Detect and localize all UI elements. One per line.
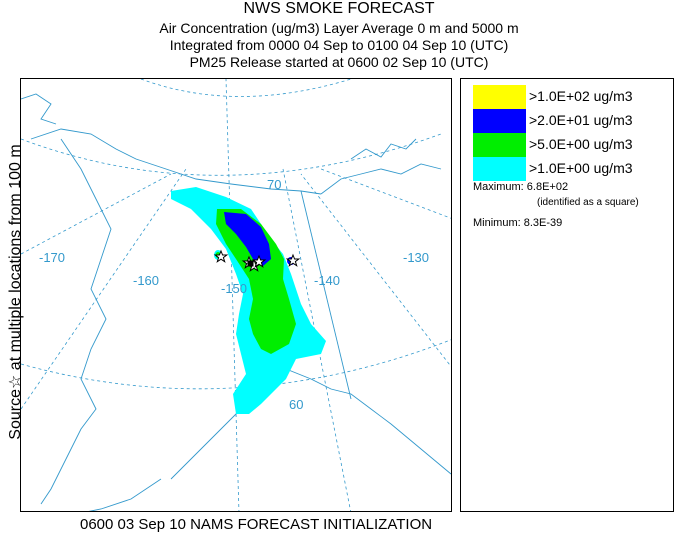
plume-contour-5e0	[216, 209, 296, 354]
graticule-labels: 70 60 -170 -160 -150 -140 -130	[39, 177, 429, 412]
legend-swatch-green	[473, 133, 526, 157]
legend-label: >2.0E+01 ug/m3	[529, 112, 633, 128]
alaska-south-coast	[170, 368, 451, 480]
canada-islands	[350, 138, 417, 160]
lon-label-160: -160	[133, 273, 159, 288]
lon-label-130: -130	[403, 250, 429, 265]
subtitle-release: PM25 Release started at 0600 02 Sep 10 (…	[189, 54, 489, 70]
subtitle-integration: Integrated from 0000 04 Sep to 0100 04 S…	[169, 37, 509, 53]
longitude-line-170	[21, 173, 172, 255]
plume-contour-1e0	[171, 187, 326, 414]
source-star-icon	[285, 253, 301, 267]
coastlines	[21, 93, 451, 511]
latitude-line-80	[140, 79, 352, 97]
legend-swatch-yellow	[473, 85, 526, 109]
lat-label-60: 60	[289, 397, 303, 412]
longitude-line-160	[21, 168, 187, 410]
legend-label: >1.0E+00 ug/m3	[529, 160, 633, 176]
aleutian-chain	[88, 478, 162, 511]
forecast-title: NWS SMOKE FORECAST	[243, 0, 435, 17]
alaska-north-coast	[30, 128, 322, 195]
longitude-line-120	[320, 168, 451, 219]
legend-panel: >1.0E+02 ug/m3 >2.0E+01 ug/m3 >5.0E+00 u…	[460, 78, 674, 512]
source-star-icon	[251, 254, 267, 268]
legend-swatch-blue	[473, 109, 526, 133]
legend-label: >5.0E+00 ug/m3	[529, 136, 633, 152]
minimum-value: Minimum: 8.3E-39	[473, 217, 563, 229]
source-markers	[213, 249, 301, 272]
smoke-plume	[171, 187, 326, 414]
border-alaska-yukon	[300, 190, 352, 400]
lat-label-70: 70	[267, 177, 281, 192]
maximum-note: (identified as a square)	[537, 197, 639, 208]
map-panel[interactable]: 70 60 -170 -160 -150 -140 -130	[20, 78, 452, 512]
maximum-value: Maximum: 6.8E+02	[473, 181, 569, 193]
alaska-west-coast	[40, 138, 112, 505]
subtitle-concentration: Air Concentration (ug/m3) Layer Average …	[159, 20, 519, 36]
maximum-square-icon	[247, 260, 254, 267]
legend-label: >1.0E+02 ug/m3	[529, 88, 633, 104]
lon-label-140: -140	[314, 273, 340, 288]
longitude-line-150	[225, 79, 240, 511]
legend-swatch-cyan	[473, 157, 526, 181]
canada-arctic-coast	[320, 163, 442, 195]
lon-label-150: -150	[221, 281, 247, 296]
lon-label-170: -170	[39, 250, 65, 265]
plume-contour-2e1	[224, 212, 271, 266]
source-star-icon	[213, 249, 229, 263]
forecast-initialization-footer: 0600 03 Sep 10 NAMS FORECAST INITIALIZAT…	[80, 516, 433, 533]
latitude-line-70	[21, 133, 442, 176]
latitude-line-60	[21, 339, 451, 390]
longitude-line-130	[300, 173, 451, 368]
map-svg: 70 60 -170 -160 -150 -140 -130	[21, 79, 451, 511]
siberia-coast	[21, 93, 57, 125]
